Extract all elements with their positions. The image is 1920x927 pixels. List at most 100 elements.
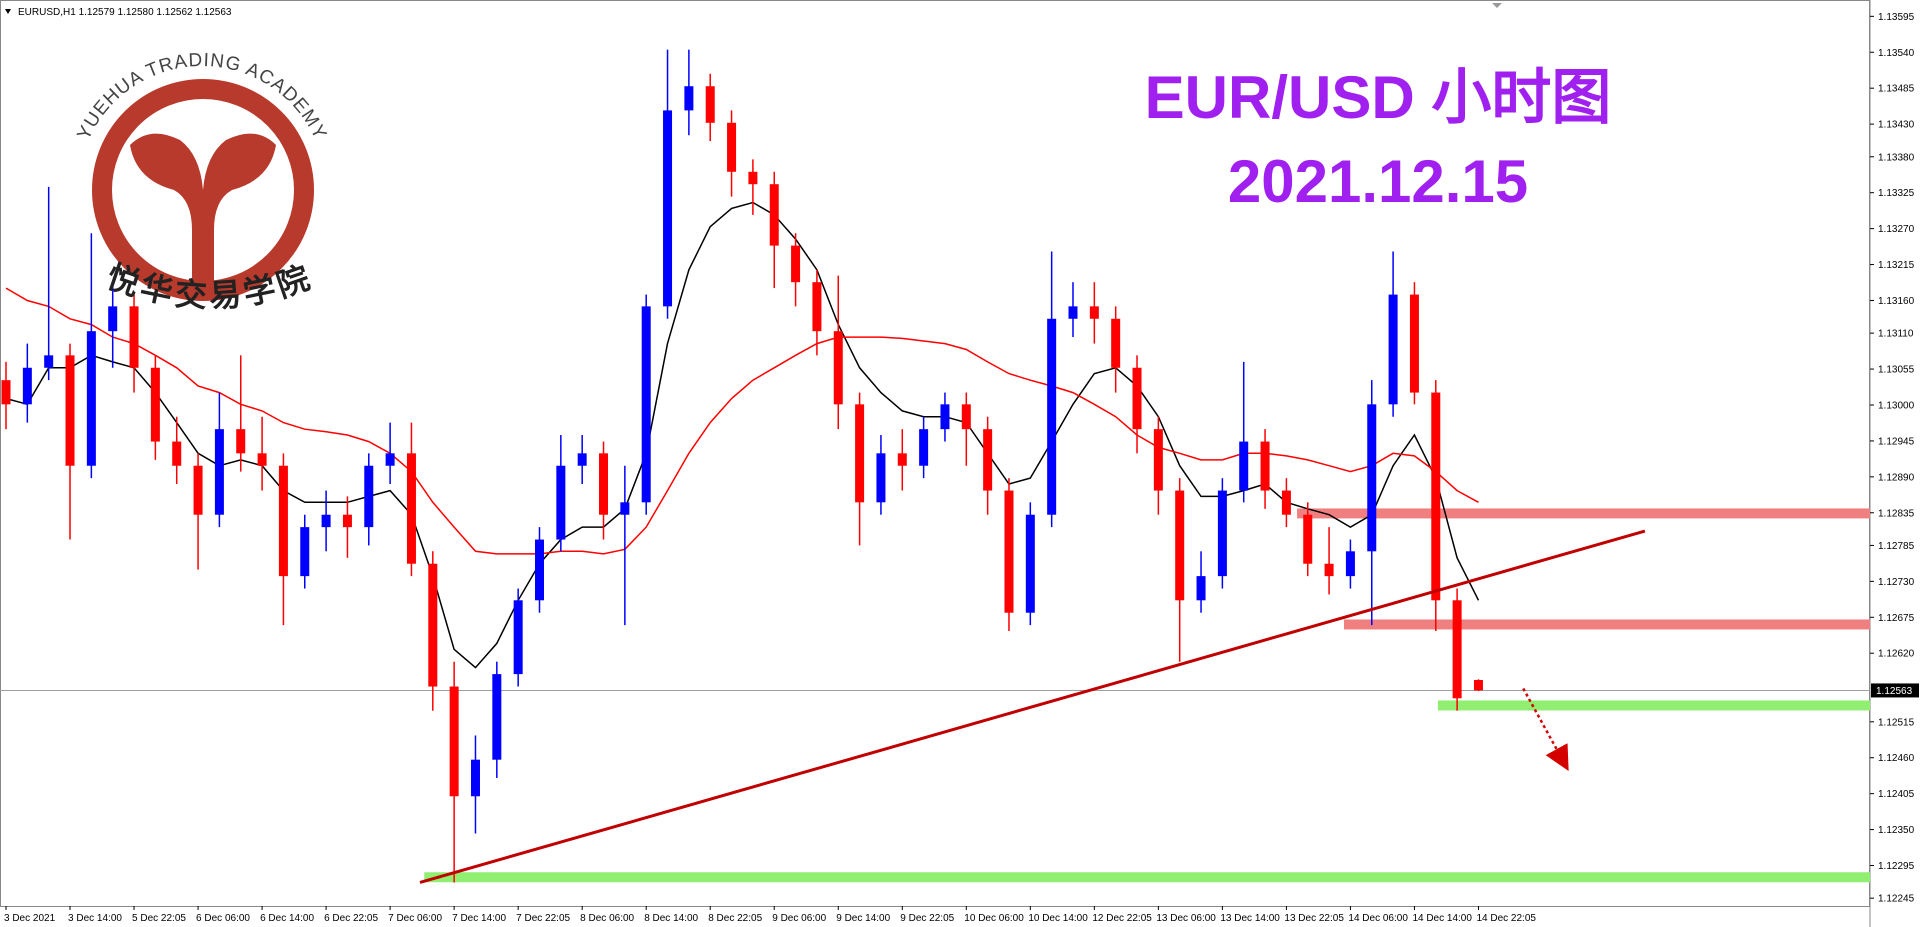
x-tick-label: 14 Dec 22:05	[1476, 913, 1536, 924]
candle-body	[727, 122, 737, 172]
price-zone	[1297, 508, 1870, 519]
candle-body	[1089, 306, 1099, 319]
candle-body	[1388, 294, 1398, 405]
candle-body	[1153, 429, 1163, 491]
candle-body	[1068, 306, 1078, 319]
x-tick-label: 9 Dec 14:00	[836, 913, 890, 924]
candle-body	[86, 331, 96, 466]
candle-body	[748, 171, 758, 185]
candle-body	[769, 184, 779, 246]
x-tick-label: 10 Dec 14:00	[1028, 913, 1088, 924]
y-tick-label: 1.12835	[1878, 508, 1915, 519]
x-tick-label: 7 Dec 06:00	[388, 913, 442, 924]
logo-mark	[130, 133, 276, 290]
candle-body	[364, 465, 374, 528]
x-tick-label: 3 Dec 2021	[4, 913, 56, 924]
y-tick-label: 1.12515	[1878, 717, 1915, 728]
y-tick-label: 1.13540	[1878, 48, 1915, 59]
candle-body	[449, 686, 459, 797]
x-tick-label: 8 Dec 14:00	[644, 913, 698, 924]
shift-marker	[1492, 3, 1502, 8]
y-tick-label: 1.13270	[1878, 224, 1915, 235]
y-tick-label: 1.12730	[1878, 577, 1915, 588]
candle-body	[300, 527, 310, 577]
y-tick-label: 1.13325	[1878, 188, 1915, 199]
candle-body	[1452, 600, 1462, 699]
x-tick-label: 13 Dec 14:00	[1220, 913, 1280, 924]
candle-body	[577, 453, 587, 466]
y-tick-label: 1.12295	[1878, 861, 1915, 872]
x-tick-label: 6 Dec 14:00	[260, 913, 314, 924]
moving-average	[5, 287, 1479, 555]
y-tick-label: 1.12890	[1878, 472, 1915, 483]
candle-body	[492, 674, 502, 760]
y-tick-label: 1.12785	[1878, 541, 1915, 552]
candle-body	[257, 453, 267, 466]
candle-body	[1473, 679, 1483, 691]
x-tick-label: 13 Dec 06:00	[1156, 913, 1216, 924]
x-tick-label: 8 Dec 06:00	[580, 913, 634, 924]
candle-body	[108, 306, 118, 332]
candle-body	[1345, 551, 1355, 577]
candle-body	[406, 453, 416, 564]
current-price-label: 1.12563	[1876, 686, 1913, 697]
candle-body	[620, 502, 630, 515]
candle-body	[1281, 490, 1291, 515]
candle-body	[983, 429, 993, 491]
x-tick-label: 7 Dec 22:05	[516, 913, 570, 924]
x-tick-label: 13 Dec 22:05	[1284, 913, 1344, 924]
y-tick-label: 1.13000	[1878, 400, 1915, 411]
candle-body	[1239, 441, 1249, 491]
candle-body	[1047, 318, 1057, 515]
x-tick-label: 14 Dec 06:00	[1348, 913, 1408, 924]
x-tick-label: 10 Dec 06:00	[964, 913, 1024, 924]
candle-body	[812, 282, 822, 332]
candle-body	[1217, 490, 1227, 577]
candle-body	[1260, 441, 1270, 491]
header: EURUSD,H1 1.12579 1.12580 1.12562 1.1256…	[18, 7, 232, 18]
y-tick-label: 1.12945	[1878, 436, 1915, 447]
candle-body	[833, 331, 843, 405]
price-zone	[424, 872, 1870, 883]
x-tick-label: 6 Dec 06:00	[196, 913, 250, 924]
candle-body	[791, 245, 801, 283]
candle-body	[1, 380, 11, 405]
candle-body	[150, 367, 160, 442]
chart-subtitle: 2021.12.15	[1228, 148, 1528, 215]
candle-body	[321, 514, 331, 528]
candle-body	[65, 355, 75, 466]
y-tick-label: 1.13160	[1878, 296, 1915, 307]
x-tick-label: 9 Dec 06:00	[772, 913, 826, 924]
current-price-box	[1871, 683, 1919, 698]
forecast-arrow	[1522, 687, 1569, 772]
x-tick-label: 12 Dec 22:05	[1092, 913, 1152, 924]
candle-body	[172, 441, 182, 466]
y-tick-label: 1.12245	[1878, 894, 1915, 905]
candle-body	[236, 429, 246, 454]
candle-body	[129, 306, 139, 368]
menu-triangle	[5, 9, 11, 14]
candle-body	[1303, 514, 1313, 564]
y-tick-label: 1.13595	[1878, 12, 1915, 23]
candle-body	[876, 453, 886, 503]
candle-body	[428, 563, 438, 687]
candle-body	[1431, 392, 1441, 601]
logo: YUEHUA TRADING ACADEMY 悦华交易学院	[74, 50, 330, 314]
candle-body	[855, 404, 865, 503]
price-zone	[1437, 700, 1870, 711]
candle-body	[22, 367, 32, 405]
x-tick-label: 14 Dec 14:00	[1412, 913, 1472, 924]
y-tick-label: 1.13430	[1878, 120, 1915, 131]
price-zone	[1344, 619, 1870, 630]
candle-body	[385, 453, 395, 466]
candle-body	[940, 404, 950, 430]
candle-body	[1324, 563, 1334, 577]
y-tick-label: 1.13215	[1878, 260, 1915, 271]
candle-body	[663, 110, 673, 307]
candle-body	[513, 600, 523, 675]
x-tick-label: 9 Dec 22:05	[900, 913, 954, 924]
x-tick-label: 3 Dec 14:00	[68, 913, 122, 924]
y-tick-label: 1.12405	[1878, 789, 1915, 800]
x-tick-label: 8 Dec 22:05	[708, 913, 762, 924]
